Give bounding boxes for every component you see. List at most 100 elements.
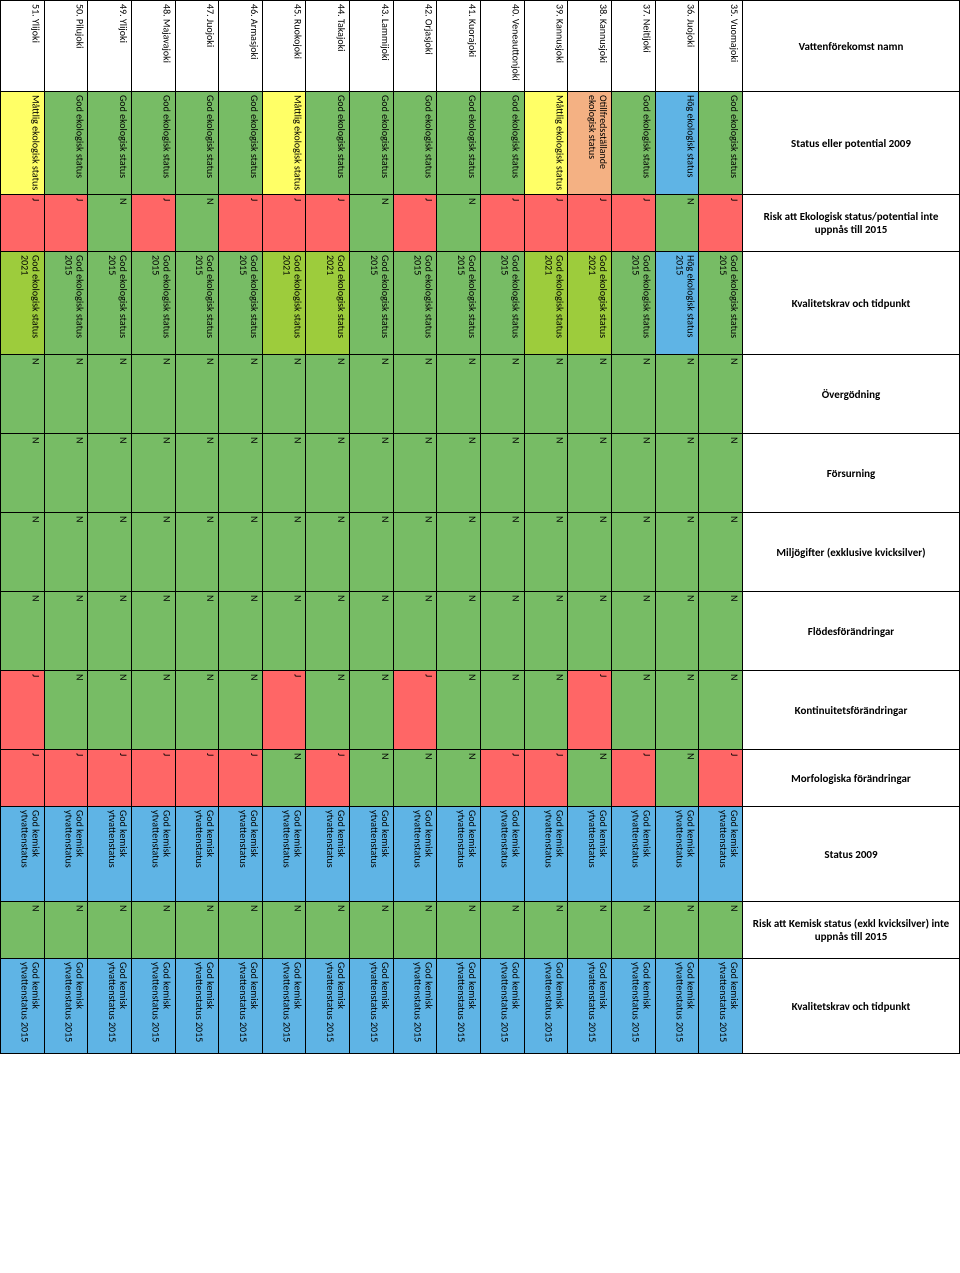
cell: N: [699, 355, 743, 434]
cell: N: [88, 434, 132, 513]
cell: N: [350, 513, 394, 592]
cell: God kemisk ytvattenstatus 2015: [699, 959, 743, 1054]
cell: N: [219, 592, 263, 671]
column-header: Miljögifter (exklusive kvicksilver): [743, 513, 960, 592]
cell: 41. Kuorajoki: [437, 1, 481, 92]
cell: N: [393, 902, 437, 959]
cell: God kemisk ytvattenstatus 2015: [611, 959, 655, 1054]
cell: J: [1, 195, 45, 252]
cell: God ekologisk status 2015: [393, 252, 437, 355]
cell: N: [699, 434, 743, 513]
cell: God ekologisk status 2015: [175, 252, 219, 355]
cell: N: [437, 750, 481, 807]
cell: N: [699, 902, 743, 959]
cell: God ekologisk status 2015: [481, 252, 525, 355]
cell: N: [306, 434, 350, 513]
cell: 36. Juojoki: [655, 1, 699, 92]
cell: N: [393, 750, 437, 807]
cell: N: [393, 434, 437, 513]
cell: N: [393, 592, 437, 671]
cell: N: [350, 434, 394, 513]
cell: God kemisk ytvattenstatus: [131, 807, 175, 902]
cell: J: [88, 750, 132, 807]
cell: N: [481, 513, 525, 592]
cell: N: [350, 355, 394, 434]
cell: N: [437, 592, 481, 671]
cell: J: [175, 750, 219, 807]
cell: N: [44, 513, 88, 592]
cell: God ekologisk status: [611, 92, 655, 195]
cell: N: [175, 902, 219, 959]
cell: N: [219, 434, 263, 513]
cell: God kemisk ytvattenstatus 2015: [1, 959, 45, 1054]
cell: N: [88, 513, 132, 592]
cell: J: [262, 195, 306, 252]
cell: God kemisk ytvattenstatus 2015: [350, 959, 394, 1054]
cell: N: [131, 671, 175, 750]
cell: God kemisk ytvattenstatus: [655, 807, 699, 902]
cell: 35. Vuomajoki: [699, 1, 743, 92]
cell: God kemisk ytvattenstatus 2015: [524, 959, 568, 1054]
cell: J: [611, 750, 655, 807]
cell: 46. Armasjoki: [219, 1, 263, 92]
cell: God ekologisk status: [350, 92, 394, 195]
cell: God ekologisk status 2021: [568, 252, 612, 355]
cell: God kemisk ytvattenstatus: [44, 807, 88, 902]
cell: Måttlig ekologisk status: [262, 92, 306, 195]
cell: J: [481, 195, 525, 252]
cell: N: [524, 671, 568, 750]
cell: God kemisk ytvattenstatus 2015: [655, 959, 699, 1054]
cell: 49. Ylijoki: [88, 1, 132, 92]
column-header: Övergödning: [743, 355, 960, 434]
cell: J: [262, 671, 306, 750]
cell: God ekologisk status 2021: [524, 252, 568, 355]
cell: N: [175, 592, 219, 671]
cell: N: [481, 902, 525, 959]
cell: N: [655, 592, 699, 671]
cell: N: [524, 902, 568, 959]
cell: N: [1, 434, 45, 513]
cell: God ekologisk status 2015: [699, 252, 743, 355]
cell: J: [393, 671, 437, 750]
cell: J: [44, 750, 88, 807]
cell: J: [131, 750, 175, 807]
cell: God kemisk ytvattenstatus 2015: [44, 959, 88, 1054]
cell: N: [88, 902, 132, 959]
cell: God ekologisk status 2015: [350, 252, 394, 355]
cell: N: [481, 434, 525, 513]
cell: Hög ekologisk status: [655, 92, 699, 195]
cell: N: [524, 355, 568, 434]
cell: 43. Lammijoki: [350, 1, 394, 92]
cell: God ekologisk status 2021: [262, 252, 306, 355]
cell: God kemisk ytvattenstatus 2015: [219, 959, 263, 1054]
cell: N: [262, 355, 306, 434]
cell: N: [568, 434, 612, 513]
cell: N: [350, 195, 394, 252]
cell: God ekologisk status: [306, 92, 350, 195]
cell: N: [88, 671, 132, 750]
cell: N: [699, 671, 743, 750]
cell: N: [88, 592, 132, 671]
cell: N: [611, 355, 655, 434]
cell: God kemisk ytvattenstatus: [88, 807, 132, 902]
cell: God kemisk ytvattenstatus: [524, 807, 568, 902]
cell: N: [88, 195, 132, 252]
cell: 51. Ylijoki: [1, 1, 45, 92]
column-header: Kontinuitetsförändringar: [743, 671, 960, 750]
cell: God kemisk ytvattenstatus 2015: [437, 959, 481, 1054]
cell: J: [699, 750, 743, 807]
cell: God ekologisk status 2015: [44, 252, 88, 355]
cell: N: [655, 355, 699, 434]
column-header: Risk att Kemisk status (exkl kvicksilver…: [743, 902, 960, 959]
cell: N: [350, 592, 394, 671]
cell: N: [219, 671, 263, 750]
cell: N: [306, 513, 350, 592]
cell: 37. Neitijoki: [611, 1, 655, 92]
cell: N: [524, 434, 568, 513]
cell: God ekologisk status: [131, 92, 175, 195]
cell: N: [131, 513, 175, 592]
cell: J: [219, 750, 263, 807]
cell: God kemisk ytvattenstatus: [611, 807, 655, 902]
cell: N: [655, 750, 699, 807]
cell: God kemisk ytvattenstatus 2015: [568, 959, 612, 1054]
